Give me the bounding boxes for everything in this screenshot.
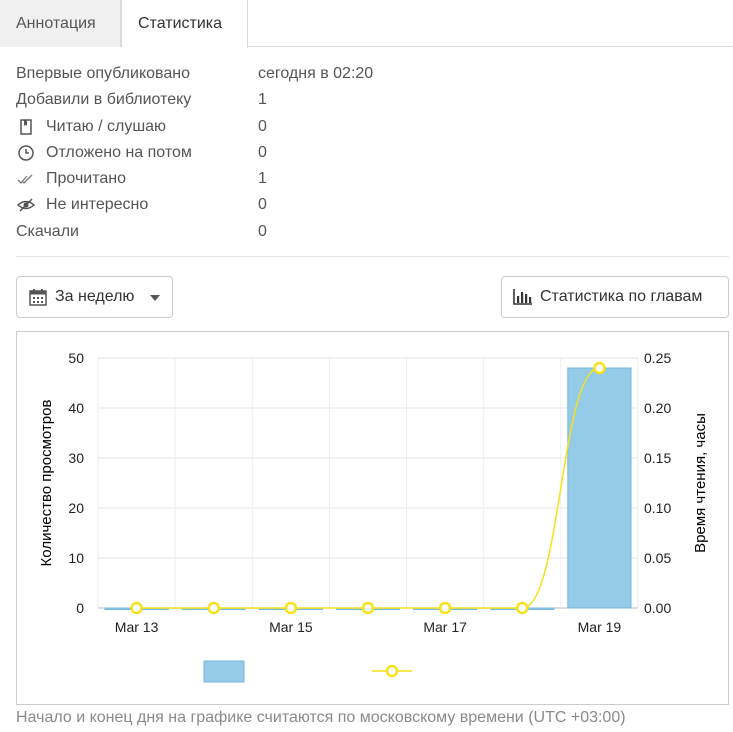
line-point: [516, 601, 529, 615]
stat-postponed: Отложено на потом 0: [16, 140, 729, 166]
stat-label: Скачали: [16, 222, 79, 240]
line-series: [136, 367, 600, 609]
stat-value: 0: [258, 143, 267, 161]
y2-tick-label: 0.15: [644, 450, 671, 466]
book-icon: [20, 118, 32, 135]
stat-value: 0: [258, 222, 267, 240]
line-point: [593, 361, 606, 375]
stat-read: Прочитано 1: [16, 166, 729, 192]
y2-tick-label: 0.05: [644, 550, 671, 566]
x-tick-label: Mar 15: [269, 619, 313, 635]
tab-annotation[interactable]: Аннотация: [0, 0, 121, 47]
chart-canvas: 0 10 20 30 40 50 0.00 0.05 0.10 0.15 0.20 0.25 Mar 1…: [38, 350, 709, 683]
stat-added-to-library: Добавили в библиотеку 1: [16, 87, 729, 113]
y-tick-label: 40: [68, 400, 84, 416]
stat-label: Отложено на потом: [46, 143, 192, 161]
line-point: [207, 601, 220, 615]
stat-downloaded: Скачали 0: [16, 219, 729, 245]
x-tick-label: Mar 13: [115, 619, 159, 635]
stats-chart: 0 10 20 30 40 50 0.00 0.05 0.10 0.15 0.20 0.25 Mar 1…: [16, 331, 729, 705]
y-tick-label: 50: [68, 350, 84, 366]
stats-list: Впервые опубликовано сегодня в 02:20 Доб…: [16, 61, 729, 245]
y2-tick-label: 0.20: [644, 400, 671, 416]
stat-value: 1: [258, 170, 267, 188]
legend-line-marker: [385, 664, 399, 678]
timezone-footnote: Начало и конец дня на графике считаются …: [16, 709, 626, 726]
y2-tick-label: 0.10: [644, 500, 671, 516]
stat-value: сегодня в 02:20: [258, 65, 374, 82]
tab-bar: Аннотация Статистика: [0, 0, 733, 48]
bar: [567, 367, 632, 609]
divider: [16, 256, 729, 257]
legend-bar-swatch: [203, 660, 245, 683]
line-point: [438, 601, 452, 615]
y-tick-label: 30: [68, 450, 84, 466]
stat-label: Добавили в библиотеку: [16, 91, 192, 109]
line-point: [130, 601, 143, 615]
period-dropdown-button[interactable]: За неделю: [16, 276, 173, 318]
y-tick-label: 0: [76, 600, 84, 616]
x-tick-label: Mar 19: [578, 619, 622, 635]
chapter-stats-label: Статистика по главам: [540, 288, 703, 305]
y-axis-title: Количество просмотров: [38, 400, 55, 567]
y2-tick-label: 0.25: [644, 350, 671, 366]
stat-value: 0: [258, 117, 267, 135]
stat-value: 1: [258, 91, 267, 109]
caret-down-icon: [150, 295, 160, 301]
stat-reading: Читаю / слушаю 0: [16, 114, 729, 140]
tab-statistics[interactable]: Статистика: [121, 0, 248, 48]
double-check-icon: [17, 174, 33, 185]
stat-label: Не интересно: [46, 196, 149, 214]
stat-label: Читаю / слушаю: [46, 117, 167, 135]
x-tick-label: Mar 17: [423, 619, 467, 635]
y2-axis-title: Время чтения, часы: [692, 413, 709, 553]
stat-value: 0: [258, 196, 267, 214]
stat-not-interested: Не интересно 0: [16, 192, 729, 218]
clock-icon: [18, 145, 34, 161]
stat-first-published: Впервые опубликовано сегодня в 02:20: [16, 61, 729, 87]
eye-slash-icon: [17, 198, 35, 213]
stat-label: Впервые опубликовано: [16, 65, 190, 82]
y-tick-label: 20: [68, 500, 84, 516]
line-point: [361, 601, 375, 615]
line-point: [284, 601, 298, 615]
stat-label: Прочитано: [46, 170, 126, 188]
y2-tick-label: 0.00: [644, 600, 671, 616]
bar-chart-icon: [513, 289, 532, 305]
period-label: За неделю: [55, 288, 135, 305]
y-tick-label: 10: [68, 550, 84, 566]
calendar-icon: [29, 289, 47, 306]
chapter-stats-button[interactable]: Статистика по главам: [501, 276, 729, 318]
